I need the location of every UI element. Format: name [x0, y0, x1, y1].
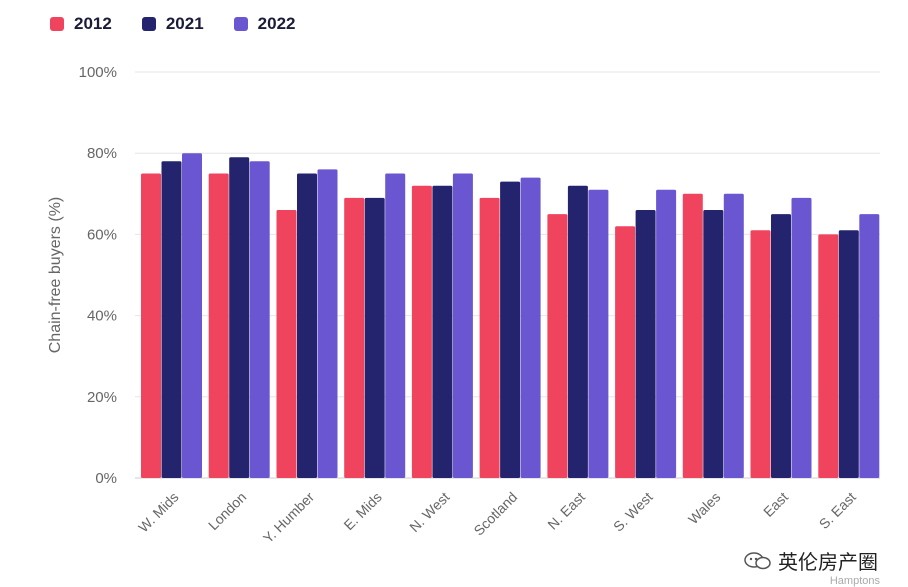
x-tick-label: East: [760, 489, 791, 520]
legend-swatch-2021: [141, 17, 156, 31]
bar-2012-nwest: [411, 185, 432, 478]
watermark-source: Hamptons: [829, 575, 880, 587]
bar-2021-nwest: [432, 185, 453, 478]
legend-item-2021: 2021: [141, 14, 204, 34]
bar-2012-wmids: [141, 173, 161, 478]
bar-2021-emids: [364, 197, 385, 478]
x-tick-label: Wales: [685, 489, 723, 527]
x-tick-label: S. West: [610, 489, 656, 535]
bar-2021-swest: [635, 210, 656, 478]
bar-2012-yhumber: [276, 210, 297, 478]
wechat-icon: [744, 551, 771, 569]
bar-2021-wales: [703, 210, 724, 478]
bar-2021-scotland: [500, 181, 521, 478]
bar-2012-scotland: [479, 197, 500, 478]
bar-2022-nwest: [452, 173, 473, 478]
bar-2022-scotland: [520, 177, 541, 478]
bar-2012-seast: [818, 234, 839, 478]
bar-2021-east: [771, 214, 791, 478]
bar-2022-wmids: [182, 153, 202, 478]
x-tick-label: S. East: [816, 489, 859, 532]
x-tick-label: London: [205, 489, 249, 533]
y-tick-label: 60%: [87, 226, 117, 243]
bar-2021-neast: [567, 185, 588, 478]
legend-label-2022: 2022: [257, 14, 296, 33]
x-tick-label: N. West: [406, 489, 452, 535]
chart-legend: 2012 2021 2022: [50, 14, 325, 34]
bar-2021-london: [229, 157, 250, 479]
watermark: 英伦房产圈: [744, 546, 878, 575]
y-tick-label: 100%: [79, 64, 117, 81]
x-tick-label: Y. Humber: [260, 489, 318, 547]
bar-2022-london: [249, 161, 270, 479]
bar-2012-neast: [547, 214, 568, 478]
bar-2012-swest: [615, 226, 636, 478]
bar-2022-neast: [588, 189, 609, 478]
bar-2022-yhumber: [317, 169, 338, 478]
legend-item-2012: 2012: [50, 14, 112, 34]
legend-item-2022: 2022: [233, 14, 296, 34]
bar-2012-east: [750, 230, 771, 478]
legend-label-2021: 2021: [165, 14, 204, 33]
y-tick-label: 80%: [87, 145, 117, 162]
x-tick-label: W. Mids: [135, 489, 182, 536]
bar-2022-seast: [859, 214, 880, 478]
bar-2021-seast: [838, 230, 859, 478]
y-tick-label: 0%: [95, 470, 117, 487]
bar-2022-wales: [723, 193, 744, 479]
bar-2022-swest: [656, 189, 677, 478]
x-tick-label: N. East: [544, 489, 588, 533]
legend-swatch-2012: [50, 17, 64, 31]
watermark-text: 英伦房产圈: [778, 550, 878, 574]
bars: [141, 153, 880, 479]
y-tick-label: 40%: [87, 308, 117, 325]
bar-2021-wmids: [161, 161, 182, 479]
y-tick-label: 20%: [87, 389, 117, 406]
legend-swatch-2022: [233, 17, 248, 31]
bar-2021-yhumber: [297, 173, 317, 478]
bar-2022-emids: [385, 173, 406, 478]
bar-2012-wales: [682, 193, 703, 479]
x-tick-label: Scotland: [470, 489, 520, 539]
bar-2012-london: [208, 173, 229, 478]
y-axis-label: Chain-free buyers (%): [47, 197, 64, 354]
x-tick-label: E. Mids: [340, 489, 384, 533]
legend-label-2012: 2012: [74, 14, 112, 33]
bar-2022-east: [791, 197, 812, 478]
bar-2012-emids: [344, 197, 365, 478]
